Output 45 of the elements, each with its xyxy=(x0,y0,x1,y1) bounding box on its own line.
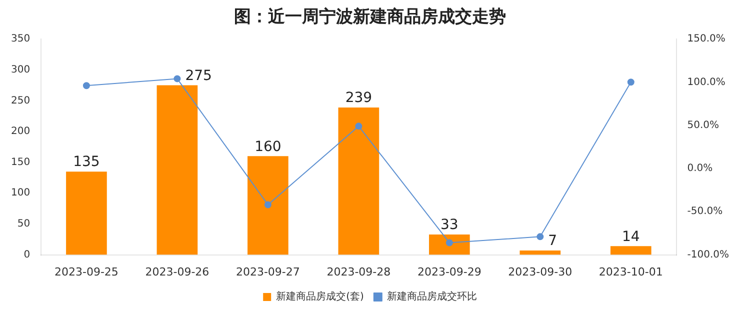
bar xyxy=(156,85,198,255)
point xyxy=(82,82,90,90)
data-label: 14 xyxy=(622,228,640,245)
y-tick-label: 100 xyxy=(10,188,30,199)
y-tick-label: 0 xyxy=(24,249,30,260)
y-tick-label: 350 xyxy=(10,34,30,45)
y2-tick-label: -50.0% xyxy=(687,206,723,218)
y2-tick-label: 100.0% xyxy=(687,76,726,88)
data-label: 239 xyxy=(345,90,372,106)
point xyxy=(174,75,181,82)
legend-label: 新建商品房成交环比 xyxy=(386,290,477,303)
point xyxy=(627,78,634,86)
bar xyxy=(520,250,561,255)
data-label: 33 xyxy=(440,217,458,234)
x-tick-label: 2023-09-28 xyxy=(326,265,391,278)
x-tick-label: 2023-09-29 xyxy=(417,265,482,278)
y2-tick-label: -100.0% xyxy=(687,249,730,260)
x-tick-label: 2023-10-01 xyxy=(598,265,663,278)
y-tick-label: 300 xyxy=(10,64,30,76)
y-tick-label: 150 xyxy=(10,156,30,168)
y-tick-label: 250 xyxy=(10,95,30,106)
bar xyxy=(66,172,107,255)
y2-tick-label: 0.0% xyxy=(687,163,713,174)
x-tick-label: 2023-09-26 xyxy=(145,265,210,278)
bar xyxy=(248,156,288,255)
y2-tick-label: 150.0% xyxy=(687,34,726,45)
chart-title: 图：近一周宁波新建商品房成交走势 xyxy=(233,6,507,29)
legend-label: 新建商品房成交(套) xyxy=(276,290,364,303)
data-label: 160 xyxy=(254,138,282,155)
point xyxy=(355,122,362,130)
data-label: 275 xyxy=(185,68,212,84)
x-tick-label: 2023-09-25 xyxy=(54,265,118,278)
y-tick-label: 50 xyxy=(17,218,30,230)
point xyxy=(536,233,544,240)
bar xyxy=(428,234,470,255)
data-label: 7 xyxy=(548,233,558,250)
point xyxy=(264,201,272,208)
point xyxy=(446,239,453,246)
bar xyxy=(338,107,380,255)
x-tick-label: 2023-09-30 xyxy=(508,265,572,278)
bar xyxy=(610,246,652,255)
y2-tick-label: 50.0% xyxy=(687,120,720,131)
x-tick-label: 2023-09-27 xyxy=(236,265,300,278)
y-tick-label: 200 xyxy=(10,126,30,138)
data-label: 135 xyxy=(73,154,100,170)
